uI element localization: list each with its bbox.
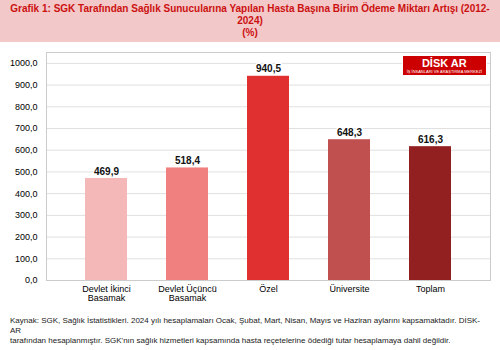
- svg-text:100,0: 100,0: [15, 254, 38, 264]
- html-text:Kaynak: SGK, Sağlık İstatistik: Kaynak: SGK, Sağlık İstatistikleri. 2024…: [10, 316, 480, 345]
- svg-text:900,0: 900,0: [15, 80, 38, 90]
- svg-text:200,0: 200,0: [15, 232, 38, 242]
- svg-text:Üniversite: Üniversite: [329, 284, 369, 294]
- svg-text:648,3: 648,3: [337, 127, 362, 138]
- svg-text:700,0: 700,0: [15, 123, 38, 133]
- html-text:İŞ İNSANLARI VE ARAŞTIRMA MERK: İŞ İNSANLARI VE ARAŞTIRMA MERKEZİ: [406, 69, 482, 74]
- svg-text:Toplam: Toplam: [416, 284, 445, 294]
- svg-text:300,0: 300,0: [15, 210, 38, 220]
- svg-text:400,0: 400,0: [15, 189, 38, 199]
- svg-text:940,5: 940,5: [256, 63, 281, 74]
- svg-text:469,9: 469,9: [94, 166, 119, 177]
- html-text:Grafik 1: SGK Tarafından Sağlı: Grafik 1: SGK Tarafından Sağlık Sunucula…: [10, 3, 490, 26]
- svg-text:Devlet İkinciBasamak: Devlet İkinciBasamak: [82, 284, 131, 303]
- svg-text:600,0: 600,0: [15, 145, 38, 155]
- svg-text:Devlet ÜçüncüBasamak: Devlet ÜçüncüBasamak: [158, 284, 217, 303]
- svg-text:800,0: 800,0: [15, 102, 38, 112]
- svg-text:500,0: 500,0: [15, 167, 38, 177]
- svg-text:Özel: Özel: [259, 284, 278, 294]
- html-text:DİSK AR: DİSK AR: [421, 57, 467, 69]
- svg-text:1000,0: 1000,0: [10, 58, 38, 68]
- svg-text:0,0: 0,0: [25, 275, 38, 285]
- svg-text:616,3: 616,3: [418, 134, 443, 145]
- svg-text:518,4: 518,4: [175, 155, 200, 166]
